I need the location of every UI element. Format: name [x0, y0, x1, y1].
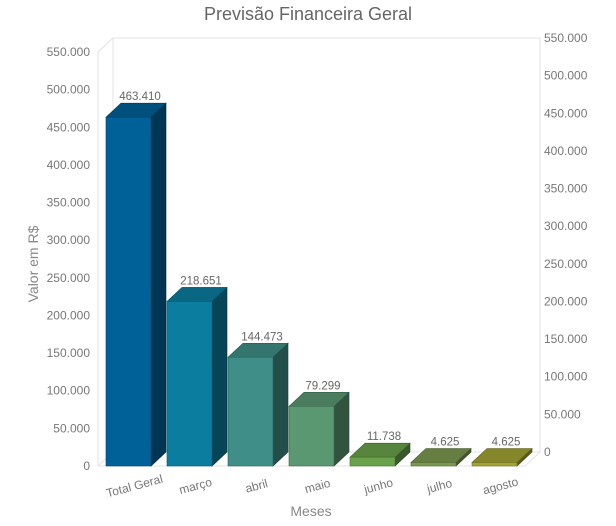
value-label: 144.473	[241, 331, 283, 343]
x-tick-label: maio	[303, 476, 332, 496]
y-tick-label: 350.000	[47, 196, 91, 210]
y-axis-title: Valor em R$	[25, 225, 41, 302]
y-tick-label-right: 150.000	[544, 332, 588, 346]
y-tick-label-right: 0	[544, 445, 551, 459]
y-tick-label: 0	[83, 459, 90, 473]
x-tick-label: junho	[362, 475, 395, 496]
bar-maio[interactable]: 79.299	[288, 380, 350, 467]
y-tick-label: 250.000	[47, 271, 91, 285]
bar-março[interactable]: 218.651	[166, 275, 228, 467]
y-tick-label-right: 250.000	[544, 257, 588, 271]
y-tick-label: 550.000	[47, 45, 91, 59]
x-axis-title: Meses	[290, 503, 331, 519]
y-tick-label: 500.000	[47, 83, 91, 97]
y-tick-label: 100.000	[47, 384, 91, 398]
y-axis-left: 0 50.000 100.000 150.000 200.000 250.000 300.0…	[47, 45, 91, 473]
bar-agosto[interactable]: 4.625	[471, 437, 533, 467]
x-tick-label: abril	[244, 476, 270, 495]
bar-junho[interactable]: 11.738	[349, 431, 411, 467]
y-tick-label-right: 450.000	[544, 106, 588, 120]
y-tick-label-right: 400.000	[544, 144, 588, 158]
y-tick-label: 400.000	[47, 158, 91, 172]
y-tick-label-right: 200.000	[544, 294, 588, 308]
y-tick-label-right: 50.000	[544, 407, 581, 421]
x-axis: Total Geral março abril maio junho julho agost…	[105, 472, 520, 501]
y-tick-label-right: 300.000	[544, 219, 588, 233]
x-tick-label: Total Geral	[105, 472, 165, 501]
value-label: 79.299	[305, 380, 340, 392]
y-tick-label-right: 550.000	[544, 31, 588, 45]
value-label: 4.625	[492, 437, 521, 449]
y-tick-label: 200.000	[47, 308, 91, 322]
value-label: 11.738	[367, 431, 401, 443]
y-tick-label: 450.000	[47, 120, 91, 134]
y-tick-label-right: 500.000	[544, 69, 588, 83]
chart-title: Previsão Financeira Geral	[203, 4, 413, 24]
y-tick-label: 300.000	[47, 233, 91, 247]
bar-julho[interactable]: 4.625	[410, 437, 472, 467]
x-tick-label: julho	[424, 476, 453, 496]
value-label: 218.651	[180, 275, 222, 287]
value-label: 463.410	[119, 91, 161, 103]
y-tick-label-right: 350.000	[544, 182, 588, 196]
bars: 463.410 218.651 144.473 79.299 11.738 4.625 4.…	[105, 91, 533, 467]
x-tick-label: março	[178, 475, 214, 497]
y-tick-label: 150.000	[47, 346, 91, 360]
x-tick-label: agosto	[481, 474, 520, 497]
y-tick-label-right: 100.000	[544, 370, 588, 384]
value-label: 4.625	[431, 437, 460, 449]
y-axis-right: 0 50.000 100.000 150.000 200.000 250.000 300.0…	[544, 31, 588, 459]
y-tick-label: 50.000	[53, 421, 90, 435]
bar-total-geral[interactable]: 463.410	[105, 91, 167, 467]
bar-abril[interactable]: 144.473	[227, 331, 289, 467]
